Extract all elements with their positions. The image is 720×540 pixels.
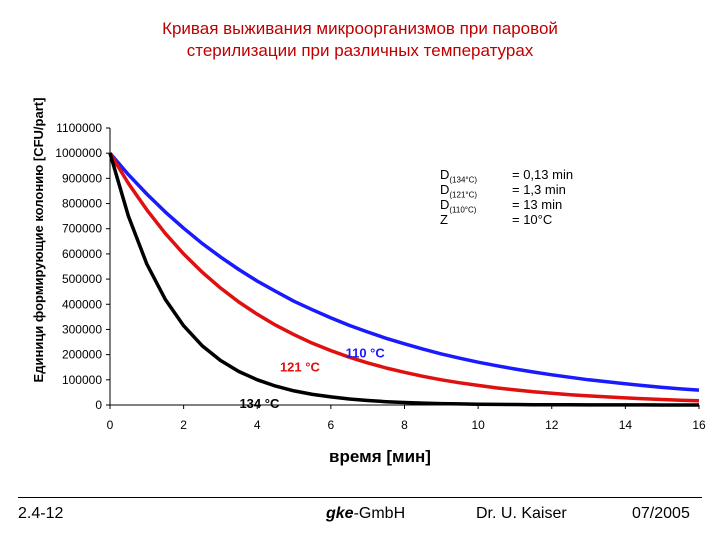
series-layer [108, 152, 700, 407]
slide-date: 07/2005 [632, 505, 690, 522]
x-axis-label: время [мин] [329, 447, 431, 466]
y-tick-label: 500000 [62, 272, 102, 286]
z-label: Z [440, 212, 448, 227]
series-labels: 110 °C 121 °C 134 °C [239, 345, 385, 411]
y-tick-label: 0 [95, 398, 102, 412]
d134-label: D(134°C) [440, 167, 478, 185]
x-tick-label: 2 [180, 418, 187, 432]
title-line-2: стерилизации при различных температурах [186, 41, 534, 60]
d121-label: D(121°C) [440, 182, 478, 200]
footer-divider [18, 497, 702, 498]
x-tick-label: 0 [107, 418, 114, 432]
x-tick-label: 16 [692, 418, 706, 432]
series-110-label: 110 °C [346, 345, 386, 360]
slide-title: Кривая выживания микроорганизмов при пар… [0, 18, 720, 62]
company-name: gke-GmbH [326, 505, 406, 522]
d121-value: = 1,3 min [512, 182, 566, 197]
slide-number: 2.4-12 [18, 505, 64, 522]
y-tick-label: 400000 [62, 297, 102, 311]
x-tick-label: 4 [254, 418, 261, 432]
y-tick-label: 100000 [62, 373, 102, 387]
x-tick-label: 6 [328, 418, 335, 432]
series-121-label: 121 °C [280, 359, 321, 374]
z-value: = 10°C [512, 212, 553, 227]
y-tick-label: 300000 [62, 322, 102, 336]
d110-value: = 13 min [512, 197, 563, 212]
series-110-line [108, 152, 700, 392]
y-tick-label: 900000 [62, 171, 102, 185]
y-axis-label: Единици формирующие колонию [CFU/part] [31, 97, 46, 383]
y-tick-label: 200000 [62, 348, 102, 362]
series-134-label: 134 °C [239, 396, 280, 411]
y-tick-label: 1000000 [55, 146, 102, 160]
y-tick-label: 800000 [62, 197, 102, 211]
x-tick-label: 14 [619, 418, 633, 432]
author-name: Dr. U. Kaiser [476, 505, 567, 522]
d134-value: = 0,13 min [512, 167, 574, 182]
y-tick-label: 700000 [62, 222, 102, 236]
x-tick-label: 8 [401, 418, 408, 432]
x-tick-label: 12 [545, 418, 559, 432]
y-tick-label: 1100000 [56, 121, 102, 135]
d110-label: D(110°C) [440, 197, 477, 215]
title-line-1: Кривая выживания микроорганизмов при пар… [162, 19, 558, 38]
series-121-line [108, 152, 700, 403]
y-tick-label: 600000 [62, 247, 102, 261]
x-tick-label: 10 [471, 418, 485, 432]
d-value-labels: D(134°C) D(121°C) D(110°C) Z [440, 168, 477, 228]
d-value-values: = 0,13 min = 1,3 min = 13 min = 10°C [512, 168, 573, 228]
series-134-line [108, 152, 699, 407]
